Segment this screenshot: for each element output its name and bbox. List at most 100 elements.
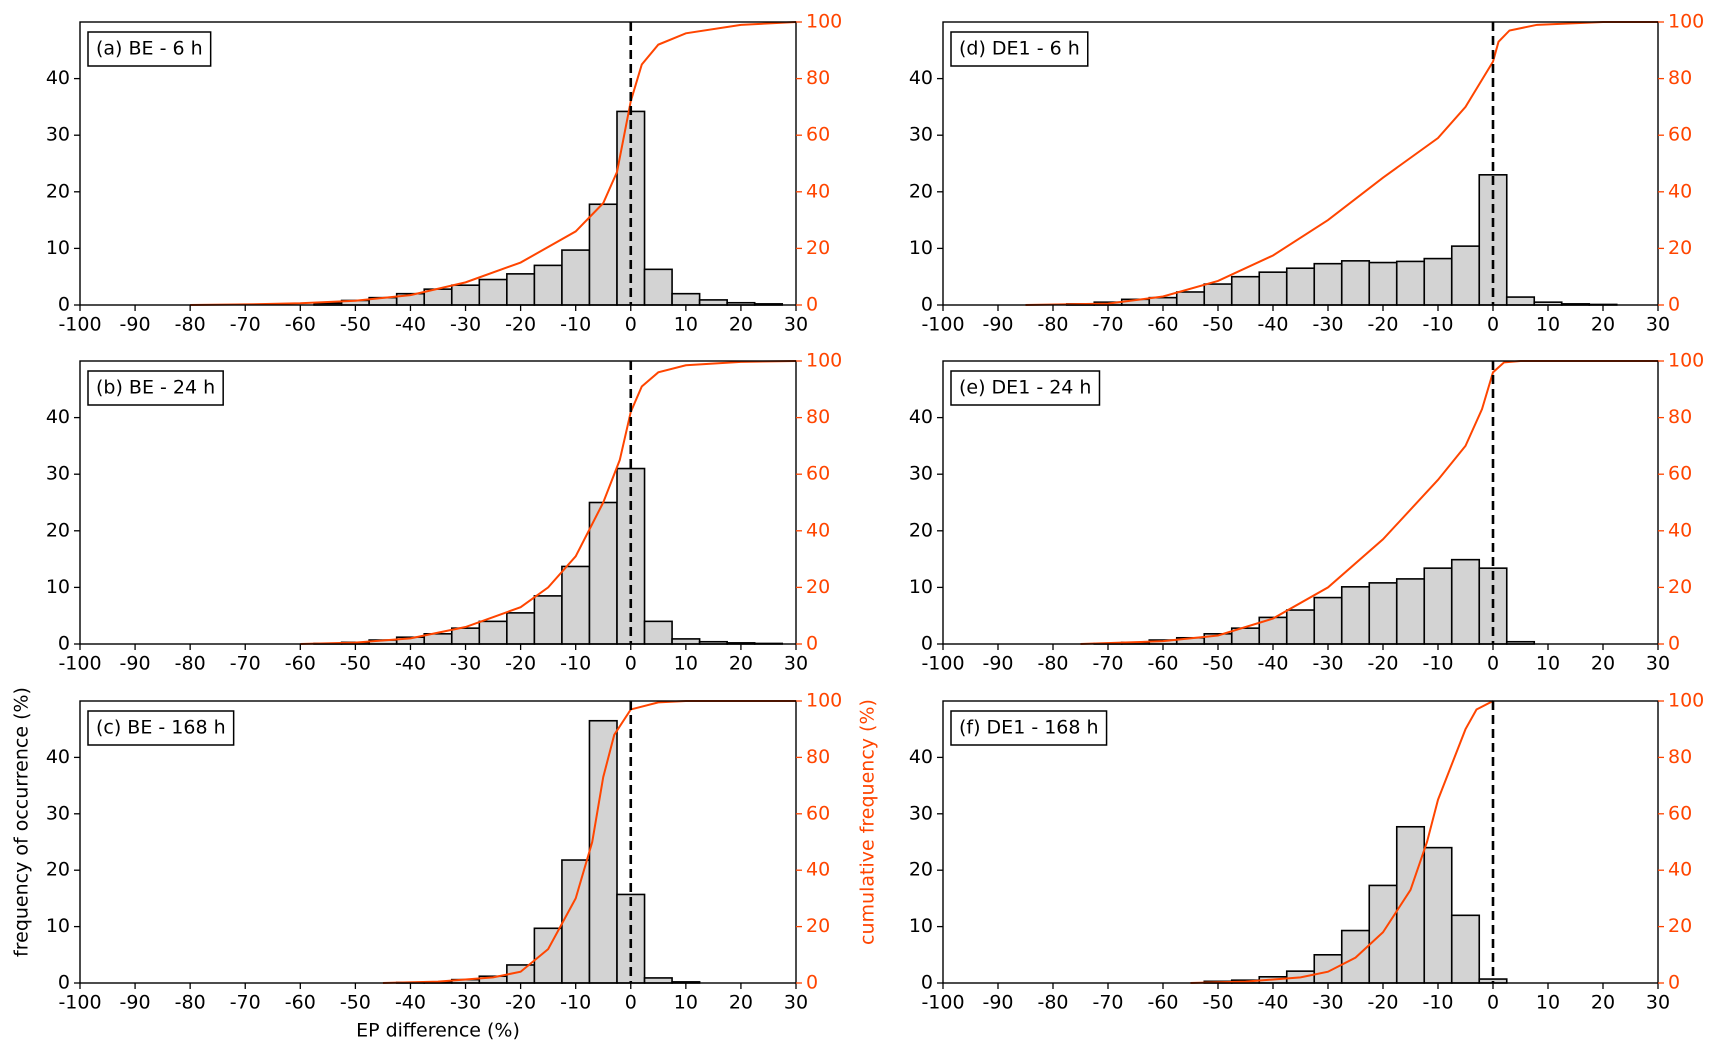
x-tick-label: -30	[450, 992, 481, 1014]
x-tick-label: -20	[1367, 653, 1398, 675]
x-tick-label: -90	[120, 653, 151, 675]
x-tick-label: -10	[560, 653, 591, 675]
title-box	[87, 710, 235, 746]
x-tick-label: 0	[1487, 992, 1499, 1014]
bar	[1313, 953, 1343, 984]
cumulative-line	[300, 360, 797, 645]
y-tick-label: 10	[46, 576, 70, 598]
x-tick-label: 20	[1591, 653, 1615, 675]
x-tick-label: -80	[175, 653, 206, 675]
y-tick-label: 20	[909, 519, 933, 541]
cumulative-line	[1025, 21, 1658, 306]
x-tick-label: -80	[175, 992, 206, 1014]
x-tick-label: -60	[285, 992, 316, 1014]
y-tick-label: 40	[909, 746, 933, 768]
title-box	[950, 710, 1108, 746]
x-tick-label: -60	[1147, 314, 1178, 336]
y-tick-label: 10	[909, 576, 933, 598]
x-tick-label: -70	[230, 314, 261, 336]
x-tick-label: 20	[729, 314, 753, 336]
panel-title: (e) DE1 - 24 h	[959, 377, 1091, 399]
y2-axis-label: cumulative frequency (%)	[857, 699, 879, 945]
y2-tick-label: 40	[806, 180, 830, 202]
x-tick-label: -10	[1422, 992, 1453, 1014]
panel-title: (a) BE - 6 h	[96, 38, 203, 60]
y-tick-label: 20	[909, 180, 933, 202]
y2-tick-label: 100	[1668, 350, 1704, 372]
title-box	[950, 31, 1089, 67]
bar	[588, 501, 618, 645]
title-box	[950, 370, 1101, 406]
x-tick-label: 10	[1536, 314, 1560, 336]
x-tick-label: -20	[1367, 314, 1398, 336]
bar	[643, 268, 673, 306]
y-tick-label: 0	[58, 633, 70, 655]
bar	[506, 273, 536, 306]
x-tick-label: -100	[58, 653, 101, 675]
x-tick-label: -70	[1092, 653, 1123, 675]
y2-tick-label: 60	[806, 802, 830, 824]
y2-tick-label: 100	[806, 350, 842, 372]
y2-tick-label: 60	[806, 124, 830, 146]
bar	[588, 203, 618, 306]
x-tick-label: -70	[230, 992, 261, 1014]
x-tick-label: -70	[230, 653, 261, 675]
bar	[1450, 558, 1481, 645]
y2-tick-label: 20	[806, 237, 830, 259]
y2-tick-label: 20	[806, 915, 830, 937]
bar	[450, 284, 481, 306]
bar	[1450, 914, 1481, 984]
x-tick-label: -60	[1147, 653, 1178, 675]
y-tick-label: 10	[46, 915, 70, 937]
y2-tick-label: 60	[806, 463, 830, 485]
bar	[561, 249, 591, 306]
x-tick-label: 30	[784, 653, 808, 675]
plot-frame	[79, 360, 797, 645]
x-tick-label: 30	[1646, 653, 1670, 675]
x-tick-label: -50	[1202, 653, 1233, 675]
y2-tick-label: 40	[1668, 859, 1692, 881]
panel-title: (d) DE1 - 6 h	[959, 38, 1080, 60]
y2-tick-label: 80	[1668, 67, 1692, 89]
bar	[533, 595, 563, 645]
bar	[1175, 291, 1206, 306]
title-box	[87, 31, 212, 67]
y-tick-label: 40	[46, 67, 70, 89]
bar	[671, 292, 701, 306]
bar	[450, 627, 481, 645]
y-tick-label: 10	[909, 915, 933, 937]
y2-tick-label: 100	[806, 690, 842, 712]
bar	[1423, 846, 1453, 984]
bar	[1285, 609, 1316, 645]
x-tick-label: 30	[784, 314, 808, 336]
x-tick-label: 10	[1536, 992, 1560, 1014]
x-tick-label: 0	[625, 653, 637, 675]
x-tick-label: -40	[395, 314, 426, 336]
title-box	[87, 370, 224, 406]
x-tick-label: -20	[505, 314, 536, 336]
y-tick-label: 0	[921, 294, 933, 316]
x-tick-label: -80	[1037, 992, 1068, 1014]
bar	[1285, 267, 1316, 306]
y2-tick-label: 40	[1668, 519, 1692, 541]
bar	[1423, 257, 1453, 306]
x-tick-label: -90	[120, 992, 151, 1014]
x-tick-label: -30	[450, 314, 481, 336]
x-tick-label: -40	[1257, 653, 1288, 675]
y-tick-label: 20	[46, 859, 70, 881]
x-tick-label: 30	[1646, 992, 1670, 1014]
x-tick-label: -100	[921, 992, 964, 1014]
bar	[1340, 586, 1371, 645]
y2-tick-label: 0	[806, 294, 818, 316]
bar	[1258, 271, 1288, 306]
x-tick-label: 0	[1487, 653, 1499, 675]
x-tick-label: -30	[1312, 314, 1343, 336]
y-tick-label: 30	[46, 802, 70, 824]
y2-tick-label: 80	[1668, 406, 1692, 428]
x-tick-label: 30	[784, 992, 808, 1014]
x-tick-label: -90	[982, 314, 1013, 336]
cumulative-line	[1080, 360, 1658, 645]
bar	[671, 638, 701, 645]
